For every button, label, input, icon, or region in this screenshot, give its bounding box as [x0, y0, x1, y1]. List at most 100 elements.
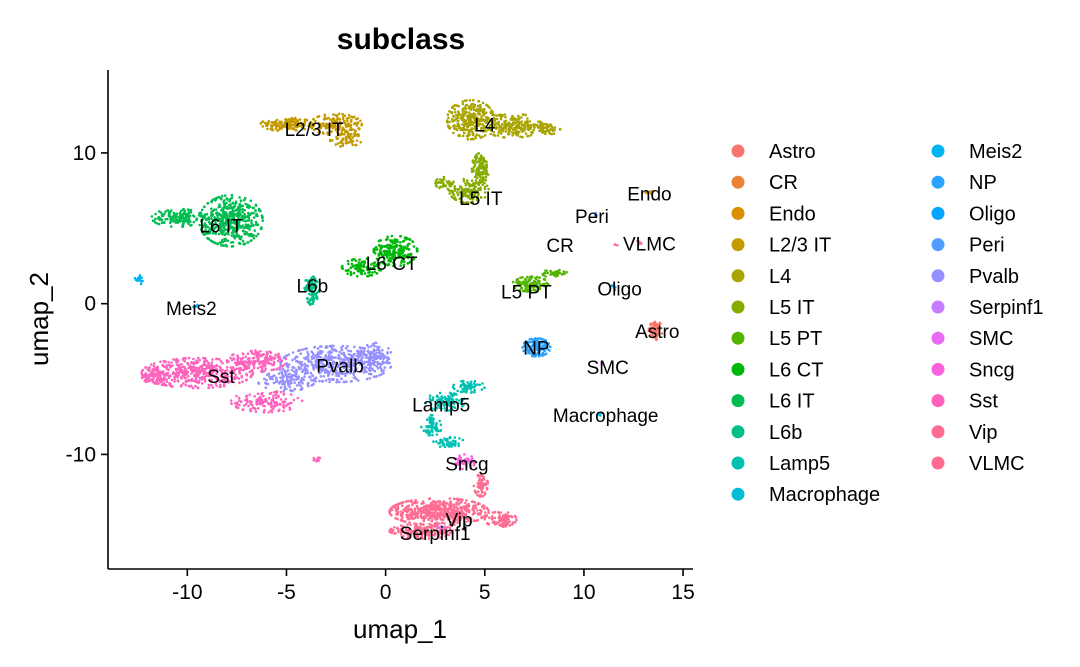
data-point [231, 201, 235, 205]
data-point [246, 352, 250, 356]
data-point [472, 187, 476, 190]
points-layer [133, 98, 664, 540]
data-point [218, 241, 222, 244]
data-point [472, 137, 475, 141]
data-point [411, 503, 414, 507]
data-point [222, 244, 226, 247]
data-point [268, 392, 272, 395]
data-point [214, 199, 217, 202]
data-point [419, 515, 423, 518]
data-point [337, 112, 341, 116]
data-point [390, 234, 394, 238]
data-point [458, 197, 462, 200]
data-point [343, 130, 347, 134]
data-point [522, 123, 526, 126]
data-point [305, 118, 309, 122]
data-point [269, 377, 272, 380]
data-point [472, 382, 476, 385]
data-point [458, 133, 461, 137]
data-point [480, 388, 484, 391]
data-point [453, 108, 457, 111]
data-point [181, 223, 185, 227]
data-point [259, 227, 263, 230]
data-point [229, 206, 233, 210]
data-point [285, 120, 288, 123]
data-point [441, 185, 444, 188]
data-point [485, 165, 489, 169]
data-point [463, 131, 466, 135]
data-point [477, 199, 480, 202]
data-point [335, 128, 338, 131]
data-point [301, 381, 304, 385]
data-point [460, 200, 464, 204]
data-point [236, 211, 239, 215]
data-point [427, 512, 430, 516]
data-point [341, 144, 345, 147]
data-point [323, 117, 326, 121]
data-point [350, 115, 353, 119]
data-point [317, 121, 321, 125]
data-point [381, 361, 384, 365]
data-point [534, 276, 537, 280]
data-point [345, 141, 349, 144]
data-point [237, 396, 241, 400]
data-point [398, 244, 402, 247]
data-point [200, 208, 204, 212]
data-point [383, 366, 387, 369]
data-point [511, 134, 514, 137]
data-point [294, 372, 298, 376]
data-point [335, 137, 339, 141]
data-point [468, 192, 472, 195]
data-point [291, 123, 295, 127]
data-point [254, 209, 257, 213]
data-point [358, 127, 361, 130]
data-point [275, 367, 279, 371]
data-point [226, 239, 230, 243]
data-point [327, 377, 331, 381]
data-point [274, 396, 278, 400]
data-point [452, 497, 456, 501]
data-point [249, 199, 253, 203]
data-point [473, 124, 477, 128]
data-point [369, 345, 373, 348]
data-point [446, 440, 450, 444]
data-point [295, 384, 299, 387]
data-point [278, 382, 281, 385]
data-point [190, 372, 193, 375]
data-point [327, 116, 330, 120]
data-point [304, 357, 308, 361]
data-point [529, 133, 533, 137]
data-point [344, 125, 348, 128]
data-point [349, 273, 353, 277]
data-point [438, 419, 442, 423]
data-point [272, 394, 275, 398]
data-point [235, 208, 238, 212]
data-point [659, 322, 662, 325]
data-point [503, 120, 506, 123]
data-point [157, 376, 160, 380]
data-point [446, 187, 450, 191]
data-point [295, 355, 298, 359]
data-point [154, 217, 157, 221]
data-point [425, 430, 428, 434]
data-point [256, 397, 260, 401]
data-point [326, 133, 330, 136]
data-point [455, 191, 459, 194]
data-point [539, 122, 542, 125]
data-point [243, 196, 247, 200]
data-point [236, 401, 239, 405]
data-point [497, 123, 501, 126]
data-point [258, 208, 261, 212]
data-point [300, 399, 304, 403]
data-point [298, 118, 302, 121]
data-point [359, 140, 363, 144]
data-point [242, 352, 245, 356]
data-point [453, 124, 456, 127]
data-point [293, 387, 297, 391]
data-point [477, 164, 481, 168]
data-point [170, 361, 173, 364]
data-point [372, 342, 375, 346]
data-point [401, 240, 405, 243]
data-point [411, 517, 415, 521]
data-point [433, 512, 436, 515]
